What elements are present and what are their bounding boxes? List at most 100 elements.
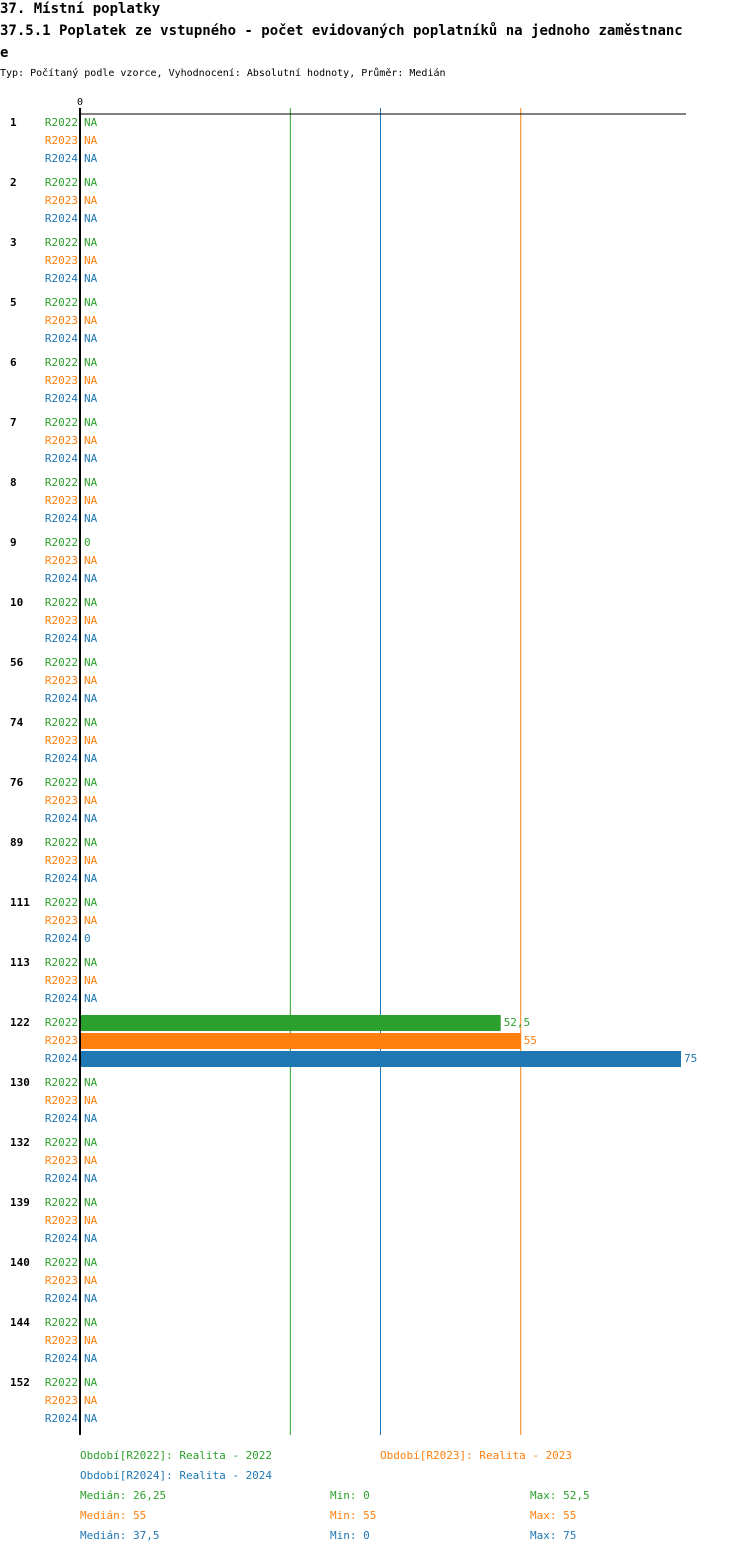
series-label: R2023: [45, 1034, 78, 1047]
series-label: R2024: [45, 992, 78, 1005]
series-label: R2022: [45, 1196, 78, 1209]
series-label: R2024: [45, 1232, 78, 1245]
value-label: NA: [84, 992, 98, 1005]
value-label: NA: [84, 1136, 98, 1149]
series-label: R2022: [45, 296, 78, 309]
series-label: R2023: [45, 1334, 78, 1347]
chart-info: Typ: Počítaný podle vzorce, Vyhodnocení:…: [0, 67, 446, 79]
series-label: R2023: [45, 314, 78, 327]
series-label: R2022: [45, 1316, 78, 1329]
series-label: R2022: [45, 176, 78, 189]
value-label: 75: [684, 1052, 697, 1065]
series-label: R2022: [45, 836, 78, 849]
value-label: 0: [84, 536, 91, 549]
value-label: NA: [84, 572, 98, 585]
category-label: 76: [10, 776, 24, 789]
series-label: R2022: [45, 536, 78, 549]
series-label: R2024: [45, 1052, 78, 1065]
value-label: NA: [84, 434, 98, 447]
series-label: R2023: [45, 134, 78, 147]
series-label: R2023: [45, 1154, 78, 1167]
stat-min: Min: 55: [330, 1509, 376, 1522]
series-label: R2022: [45, 716, 78, 729]
chart-subtitle: 37.5.1 Poplatek ze vstupného - počet evi…: [0, 22, 683, 39]
series-label: R2023: [45, 914, 78, 927]
value-label: NA: [84, 254, 98, 267]
value-label: NA: [84, 416, 98, 429]
value-label: NA: [84, 596, 98, 609]
value-label: NA: [84, 1154, 98, 1167]
series-label: R2022: [45, 656, 78, 669]
category-label: 132: [10, 1136, 30, 1149]
category-label: 111: [10, 896, 30, 909]
stat-max: Max: 75: [530, 1529, 576, 1542]
series-label: R2024: [45, 332, 78, 345]
legend-entry: Období[R2024]: Realita - 2024: [80, 1469, 272, 1482]
series-label: R2023: [45, 1394, 78, 1407]
series-label: R2023: [45, 1214, 78, 1227]
value-label: NA: [84, 494, 98, 507]
category-label: 56: [10, 656, 24, 669]
legend-entry: Období[R2023]: Realita - 2023: [380, 1449, 572, 1462]
chart-title: 37. Místní poplatky: [0, 1, 161, 17]
bar: [80, 1033, 521, 1049]
category-label: 8: [10, 476, 17, 489]
value-label: NA: [84, 1232, 98, 1245]
series-label: R2024: [45, 1112, 78, 1125]
series-label: R2024: [45, 1172, 78, 1185]
stat-max: Max: 55: [530, 1509, 576, 1522]
series-label: R2024: [45, 272, 78, 285]
series-label: R2024: [45, 932, 78, 945]
value-label: NA: [84, 314, 98, 327]
category-label: 140: [10, 1256, 30, 1269]
category-label: 144: [10, 1316, 30, 1329]
series-label: R2023: [45, 374, 78, 387]
value-label: NA: [84, 1376, 98, 1389]
series-label: R2023: [45, 1274, 78, 1287]
series-label: R2024: [45, 752, 78, 765]
series-label: R2024: [45, 392, 78, 405]
value-label: NA: [84, 716, 98, 729]
value-label: NA: [84, 1394, 98, 1407]
series-label: R2023: [45, 674, 78, 687]
series-label: R2024: [45, 1412, 78, 1425]
category-label: 74: [10, 716, 24, 729]
category-label: 122: [10, 1016, 30, 1029]
value-label: NA: [84, 1214, 98, 1227]
value-label: NA: [84, 1196, 98, 1209]
series-label: R2024: [45, 1292, 78, 1305]
series-label: R2022: [45, 896, 78, 909]
value-label: 0: [84, 932, 91, 945]
category-label: 10: [10, 596, 23, 609]
value-label: NA: [84, 296, 98, 309]
value-label: NA: [84, 272, 98, 285]
value-label: NA: [84, 692, 98, 705]
category-label: 113: [10, 956, 30, 969]
value-label: NA: [84, 374, 98, 387]
value-label: NA: [84, 914, 98, 927]
value-label: NA: [84, 1076, 98, 1089]
series-label: R2024: [45, 572, 78, 585]
value-label: NA: [84, 1412, 98, 1425]
x-tick-label: 0: [77, 97, 83, 108]
category-label: 139: [10, 1196, 30, 1209]
series-label: R2024: [45, 212, 78, 225]
series-label: R2023: [45, 254, 78, 267]
series-label: R2022: [45, 1136, 78, 1149]
series-label: R2024: [45, 812, 78, 825]
series-label: R2023: [45, 554, 78, 567]
stat-median: Medián: 55: [80, 1509, 146, 1522]
series-label: R2022: [45, 476, 78, 489]
stat-min: Min: 0: [330, 1529, 370, 1542]
series-label: R2023: [45, 794, 78, 807]
value-label: NA: [84, 392, 98, 405]
value-label: NA: [84, 1256, 98, 1269]
series-label: R2023: [45, 734, 78, 747]
value-label: NA: [84, 1334, 98, 1347]
series-label: R2023: [45, 974, 78, 987]
category-label: 5: [10, 296, 17, 309]
value-label: NA: [84, 872, 98, 885]
category-label: 130: [10, 1076, 30, 1089]
series-label: R2022: [45, 236, 78, 249]
